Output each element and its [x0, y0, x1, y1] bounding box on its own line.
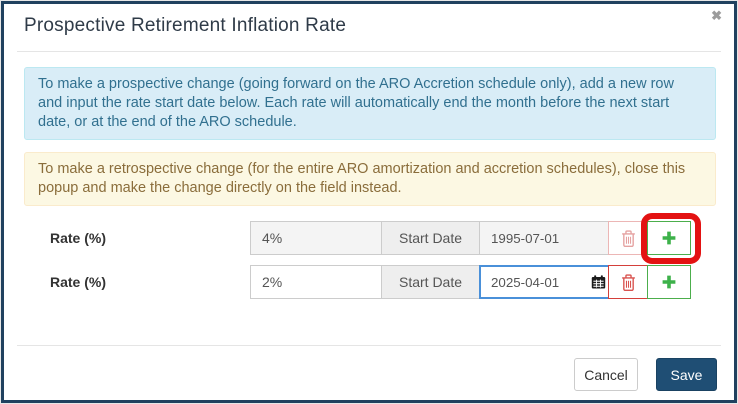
start-date-wrap	[479, 221, 613, 255]
footer-divider	[17, 345, 721, 346]
start-date-input[interactable]	[479, 265, 613, 299]
rate-row-1: Rate (%) Start Date	[4, 213, 738, 264]
trash-icon	[621, 273, 636, 291]
start-date-addon: Start Date	[381, 221, 480, 255]
rate-input[interactable]	[250, 265, 382, 299]
rate-row-2: Rate (%) Start Date	[4, 265, 738, 299]
delete-rate-button[interactable]	[608, 221, 648, 255]
rate-label: Rate (%)	[50, 230, 107, 246]
delete-rate-button[interactable]	[608, 265, 648, 299]
close-icon[interactable]: ✖	[711, 8, 722, 23]
rate-label: Rate (%)	[50, 274, 107, 290]
start-date-wrap	[479, 265, 613, 299]
header-divider	[17, 51, 721, 52]
start-date-addon: Start Date	[381, 265, 480, 299]
cancel-button[interactable]: Cancel	[574, 358, 638, 391]
add-rate-button[interactable]	[647, 221, 691, 255]
plus-icon	[661, 274, 677, 290]
trash-icon	[621, 229, 636, 247]
start-date-input[interactable]	[479, 221, 613, 255]
save-button[interactable]: Save	[656, 358, 717, 391]
rate-input[interactable]	[250, 221, 382, 255]
add-rate-button[interactable]	[647, 265, 691, 299]
plus-icon	[661, 230, 677, 246]
info-alert: To make a prospective change (going forw…	[24, 67, 716, 140]
warning-alert: To make a retrospective change (for the …	[24, 152, 716, 206]
modal-title: Prospective Retirement Inflation Rate	[24, 15, 347, 36]
